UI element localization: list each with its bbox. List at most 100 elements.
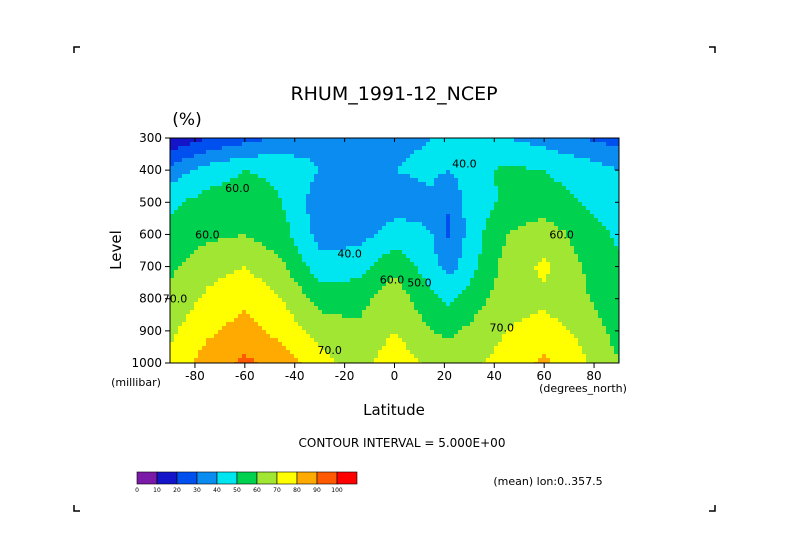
field-cell (418, 290, 423, 295)
field-cell (418, 222, 423, 227)
field-cell (402, 190, 407, 195)
field-cell (214, 282, 219, 287)
field-cell (278, 170, 283, 175)
field-cell (174, 178, 179, 183)
field-cell (234, 138, 239, 143)
field-cell (186, 234, 191, 239)
field-cell (174, 298, 179, 303)
field-cell (382, 158, 387, 163)
field-cell (554, 246, 559, 251)
field-cell (250, 290, 255, 295)
field-cell (578, 246, 583, 251)
field-cell (426, 226, 431, 231)
field-cell (518, 198, 523, 203)
field-cell (418, 174, 423, 179)
field-cell (570, 242, 575, 247)
field-cell (498, 310, 503, 315)
field-cell (446, 310, 451, 315)
field-cell (170, 274, 175, 279)
field-cell (490, 198, 495, 203)
field-cell (450, 238, 455, 243)
field-cell (506, 306, 511, 311)
field-cell (218, 282, 223, 287)
field-cell (310, 230, 315, 235)
field-cell (206, 246, 211, 251)
field-cell (206, 158, 211, 163)
field-cell (510, 290, 515, 295)
field-cell (602, 298, 607, 303)
field-cell (170, 178, 175, 183)
field-cell (502, 162, 507, 167)
field-cell (214, 194, 219, 199)
field-cell (566, 258, 571, 263)
field-cell (170, 190, 175, 195)
field-cell (466, 158, 471, 163)
field-cell (414, 170, 419, 175)
field-cell (262, 270, 267, 275)
field-cell (190, 230, 195, 235)
field-cell (394, 194, 399, 199)
field-cell (446, 198, 451, 203)
field-cell (294, 170, 299, 175)
field-cell (230, 186, 235, 191)
field-cell (278, 246, 283, 251)
field-cell (222, 162, 227, 167)
field-cell (602, 302, 607, 307)
field-cell (214, 262, 219, 267)
field-cell (286, 262, 291, 267)
field-cell (454, 210, 459, 215)
field-cell (522, 138, 527, 143)
field-cell (274, 154, 279, 159)
field-cell (342, 258, 347, 263)
field-cell (338, 174, 343, 179)
field-cell (198, 174, 203, 179)
field-cell (522, 170, 527, 175)
field-cell (362, 138, 367, 143)
field-cell (262, 174, 267, 179)
field-cell (486, 170, 491, 175)
field-cell (374, 174, 379, 179)
field-cell (418, 178, 423, 183)
field-cell (198, 142, 203, 147)
field-cell (550, 290, 555, 295)
field-cell (202, 298, 207, 303)
field-cell (582, 142, 587, 147)
field-cell (462, 218, 467, 223)
field-cell (194, 190, 199, 195)
field-cell (234, 302, 239, 307)
field-cell (410, 162, 415, 167)
field-cell (450, 186, 455, 191)
field-cell (514, 290, 519, 295)
field-cell (258, 174, 263, 179)
field-cell (178, 250, 183, 255)
field-cell (410, 170, 415, 175)
field-cell (190, 234, 195, 239)
field-cell (266, 258, 271, 263)
field-cell (602, 250, 607, 255)
field-cell (398, 162, 403, 167)
field-cell (242, 278, 247, 283)
field-cell (606, 298, 611, 303)
field-cell (370, 234, 375, 239)
field-cell (294, 250, 299, 255)
field-cell (330, 154, 335, 159)
field-cell (446, 254, 451, 259)
field-cell (274, 198, 279, 203)
field-cell (614, 202, 619, 207)
field-cell (498, 286, 503, 291)
field-cell (358, 246, 363, 251)
field-cell (414, 246, 419, 251)
field-cell (198, 294, 203, 299)
field-cell (310, 262, 315, 267)
field-cell (594, 250, 599, 255)
field-cell (386, 234, 391, 239)
field-cell (278, 286, 283, 291)
field-cell (426, 206, 431, 211)
field-cell (390, 270, 395, 275)
field-cell (462, 142, 467, 147)
field-cell (574, 250, 579, 255)
field-cell (342, 270, 347, 275)
field-cell (290, 242, 295, 247)
field-cell (582, 178, 587, 183)
field-cell (374, 238, 379, 243)
